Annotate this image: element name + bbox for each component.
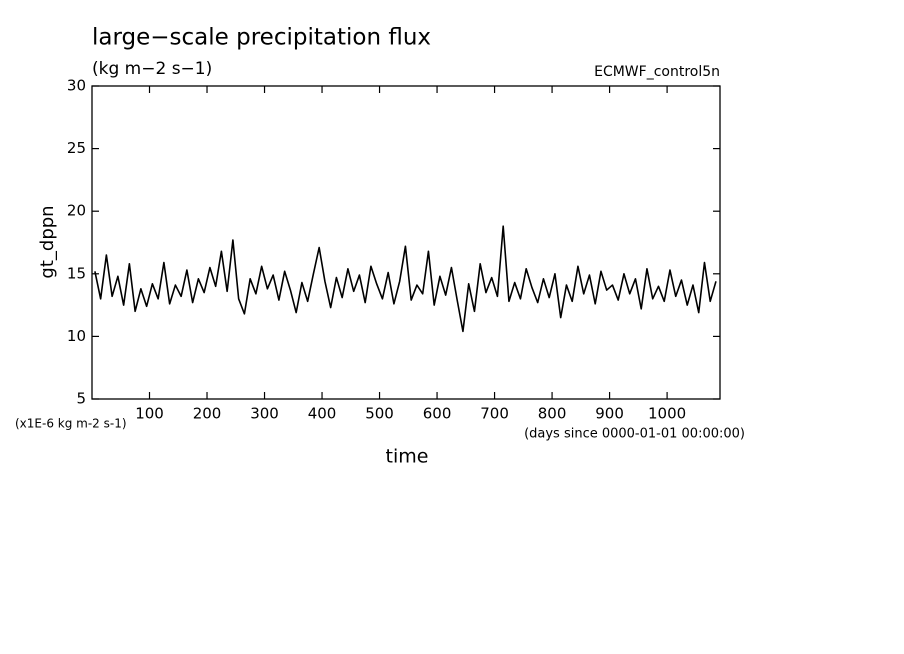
chart-title: large−scale precipitation flux [92,25,431,51]
x-tick-label: 500 [365,405,394,423]
x-tick-label: 600 [423,405,452,423]
plot-frame [91,85,721,400]
y-tick-label: 30 [67,77,86,95]
y-tick-label: 15 [67,264,86,282]
x-tick-label: 700 [480,405,509,423]
data-line [94,225,717,333]
x-units: (days since 0000-01-01 00:00:00) [524,427,745,442]
source-label: ECMWF_control5n [594,64,720,80]
x-tick-label: 300 [250,405,279,423]
x-tick-label: 100 [135,405,164,423]
x-tick-label: 200 [193,405,222,423]
x-tick-label: 900 [595,405,624,423]
y-axis-label: gt_dppn [37,205,58,278]
chart-subtitle: (kg m−2 s−1) [92,59,212,79]
x-axis-label: time [386,446,429,468]
x-tick-label: 400 [308,405,337,423]
y-units: (x1E-6 kg m-2 s-1) [15,417,127,431]
y-tick-label: 25 [67,139,86,157]
y-tick-label: 5 [76,390,86,408]
y-tick-label: 20 [67,202,86,220]
x-tick-label: 1000 [648,405,686,423]
x-tick-label: 800 [538,405,567,423]
y-tick-label: 10 [67,327,86,345]
